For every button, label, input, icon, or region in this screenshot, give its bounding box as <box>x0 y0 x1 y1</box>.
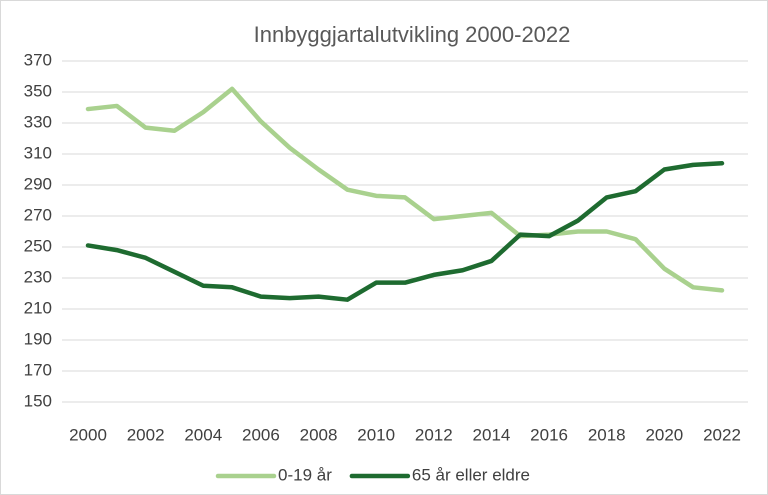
y-tick-label: 330 <box>24 112 52 131</box>
x-tick-label: 2000 <box>69 425 107 444</box>
x-tick-label: 2020 <box>645 425 683 444</box>
y-tick-label: 370 <box>24 50 52 69</box>
x-tick-label: 2004 <box>184 425 222 444</box>
y-tick-label: 170 <box>24 360 52 379</box>
y-tick-label: 210 <box>24 298 52 317</box>
y-tick-label: 350 <box>24 81 52 100</box>
x-tick-label: 2008 <box>300 425 338 444</box>
x-tick-label: 2002 <box>127 425 165 444</box>
x-tick-label: 2022 <box>703 425 741 444</box>
y-tick-label: 290 <box>24 174 52 193</box>
y-tick-label: 150 <box>24 391 52 410</box>
y-tick-label: 250 <box>24 236 52 255</box>
chart-title: Innbyggjartalutvikling 2000-2022 <box>254 22 571 47</box>
x-tick-label: 2012 <box>415 425 453 444</box>
x-tick-label: 2010 <box>357 425 395 444</box>
y-tick-label: 190 <box>24 329 52 348</box>
y-tick-label: 270 <box>24 205 52 224</box>
legend-label: 0-19 år <box>278 465 332 484</box>
series-line <box>85 86 725 293</box>
y-tick-label: 230 <box>24 267 52 286</box>
series-line <box>85 161 725 302</box>
x-tick-label: 2016 <box>530 425 568 444</box>
x-tick-label: 2014 <box>473 425 511 444</box>
x-tick-label: 2018 <box>588 425 626 444</box>
y-tick-label: 310 <box>24 143 52 162</box>
x-tick-label: 2006 <box>242 425 280 444</box>
legend-label: 65 år eller eldre <box>412 465 530 484</box>
